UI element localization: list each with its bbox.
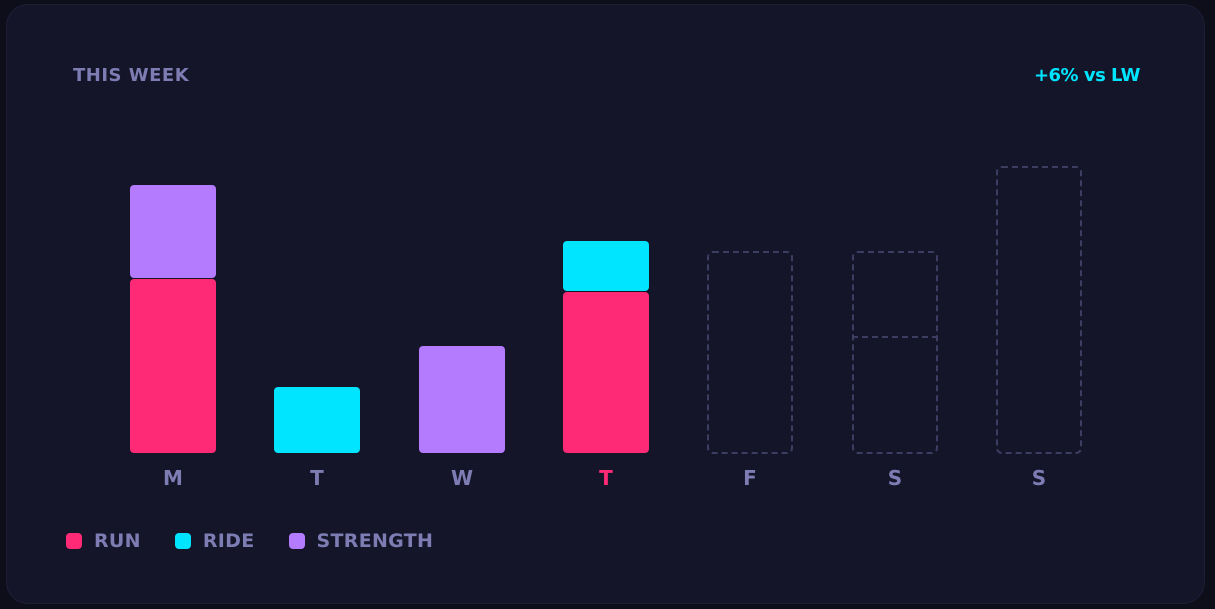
day-label: W xyxy=(450,466,474,490)
week-delta-badge: +6% vs LW xyxy=(1033,65,1141,86)
legend-item-run[interactable]: RUN xyxy=(66,530,141,552)
legend-label: STRENGTH xyxy=(316,530,434,552)
planned-bar[interactable] xyxy=(996,166,1082,454)
run-swatch-icon xyxy=(66,533,82,549)
legend-label: RIDE xyxy=(202,530,255,552)
chart-legend: RUN RIDE STRENGTH xyxy=(66,530,467,552)
planned-bar-divider xyxy=(852,336,938,338)
legend-item-strength[interactable]: STRENGTH xyxy=(288,530,434,552)
day-label: T xyxy=(599,466,613,490)
bar-segment-run[interactable] xyxy=(563,292,649,453)
day-label: S xyxy=(887,466,903,490)
strength-swatch-icon xyxy=(288,533,305,549)
bar-segment-strength[interactable] xyxy=(419,346,505,453)
planned-bar[interactable] xyxy=(707,251,793,454)
planned-bar[interactable] xyxy=(852,251,938,454)
ride-swatch-icon xyxy=(174,533,191,549)
legend-label: RUN xyxy=(94,530,141,552)
bar-segment-run[interactable] xyxy=(130,279,216,453)
day-label: M xyxy=(163,466,183,490)
bar-segment-ride[interactable] xyxy=(274,387,360,453)
day-label: T xyxy=(310,466,324,490)
card-title: THIS WEEK xyxy=(73,65,190,86)
bar-segment-ride[interactable] xyxy=(563,241,649,291)
day-label: S xyxy=(1031,466,1047,490)
bar-segment-strength[interactable] xyxy=(130,185,216,278)
day-label: F xyxy=(743,466,757,490)
legend-item-ride[interactable]: RIDE xyxy=(174,530,255,552)
